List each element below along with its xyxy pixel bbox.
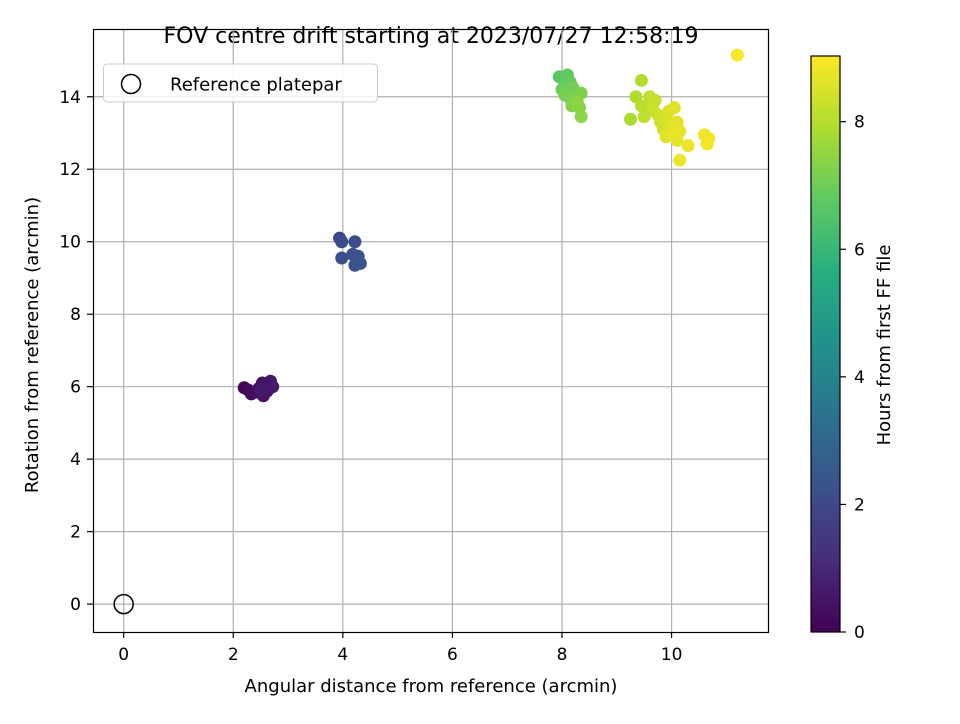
- y-axis-ticks: 0 2 4 6 8 10 12 14: [59, 88, 93, 615]
- colorbar-tick-label: 0: [854, 623, 865, 643]
- x-tick-label: 10: [661, 645, 683, 665]
- scatter-point: [634, 73, 648, 87]
- reference-marker: [113, 593, 134, 615]
- legend-label: Reference platepar: [170, 75, 342, 96]
- colorbar-tick-label: 6: [854, 240, 865, 260]
- x-tick-label: 2: [228, 645, 239, 665]
- x-axis-label: Angular distance from reference (arcmin): [245, 676, 618, 697]
- legend-box: [103, 63, 378, 103]
- scatter-point: [335, 251, 349, 265]
- scatter-point: [335, 235, 349, 249]
- y-tick-label: 4: [70, 450, 81, 470]
- y-tick-label: 14: [59, 88, 81, 108]
- scatter-point: [673, 153, 687, 167]
- x-axis-ticks: 0 2 4 6 8 10: [118, 632, 682, 665]
- colorbar: [810, 55, 841, 633]
- scatter-point: [673, 124, 687, 138]
- colorbar-tick-label: 4: [854, 368, 865, 388]
- y-tick-label: 12: [59, 160, 81, 180]
- y-tick-label: 10: [59, 233, 81, 253]
- y-tick-label: 0: [70, 595, 81, 615]
- scatter-point: [637, 110, 651, 124]
- y-tick-label: 2: [70, 523, 81, 543]
- colorbar-tick-label: 8: [854, 113, 865, 133]
- colorbar-tick-label: 2: [854, 495, 865, 515]
- legend: Reference platepar: [103, 63, 378, 103]
- scatter-point: [348, 235, 362, 249]
- scatter-point: [353, 256, 367, 270]
- colorbar-ticks: 0 2 4 6 8: [840, 113, 865, 643]
- scatter-point: [266, 380, 280, 394]
- scatter-point: [702, 131, 716, 145]
- plot-frame: [92, 28, 770, 634]
- x-tick-label: 8: [557, 645, 568, 665]
- scatter-point: [574, 110, 588, 124]
- colorbar-label: Hours from first FF file: [874, 245, 895, 446]
- scatter-point: [570, 95, 584, 109]
- y-tick-label: 8: [70, 305, 81, 325]
- scatter-point: [667, 101, 681, 115]
- scatter-point: [623, 112, 637, 126]
- x-tick-label: 6: [447, 645, 458, 665]
- scatter-point: [254, 383, 268, 397]
- x-tick-label: 0: [118, 645, 129, 665]
- y-tick-label: 6: [70, 378, 81, 398]
- x-tick-label: 4: [337, 645, 348, 665]
- scatter-point: [730, 48, 744, 62]
- chart-title: FOV centre drift starting at 2023/07/27 …: [164, 24, 699, 49]
- scatter-point: [681, 139, 695, 153]
- scatter-points: [237, 48, 744, 403]
- legend-marker-icon: [120, 73, 142, 95]
- y-axis-label: Rotation from reference (arcmin): [22, 197, 43, 493]
